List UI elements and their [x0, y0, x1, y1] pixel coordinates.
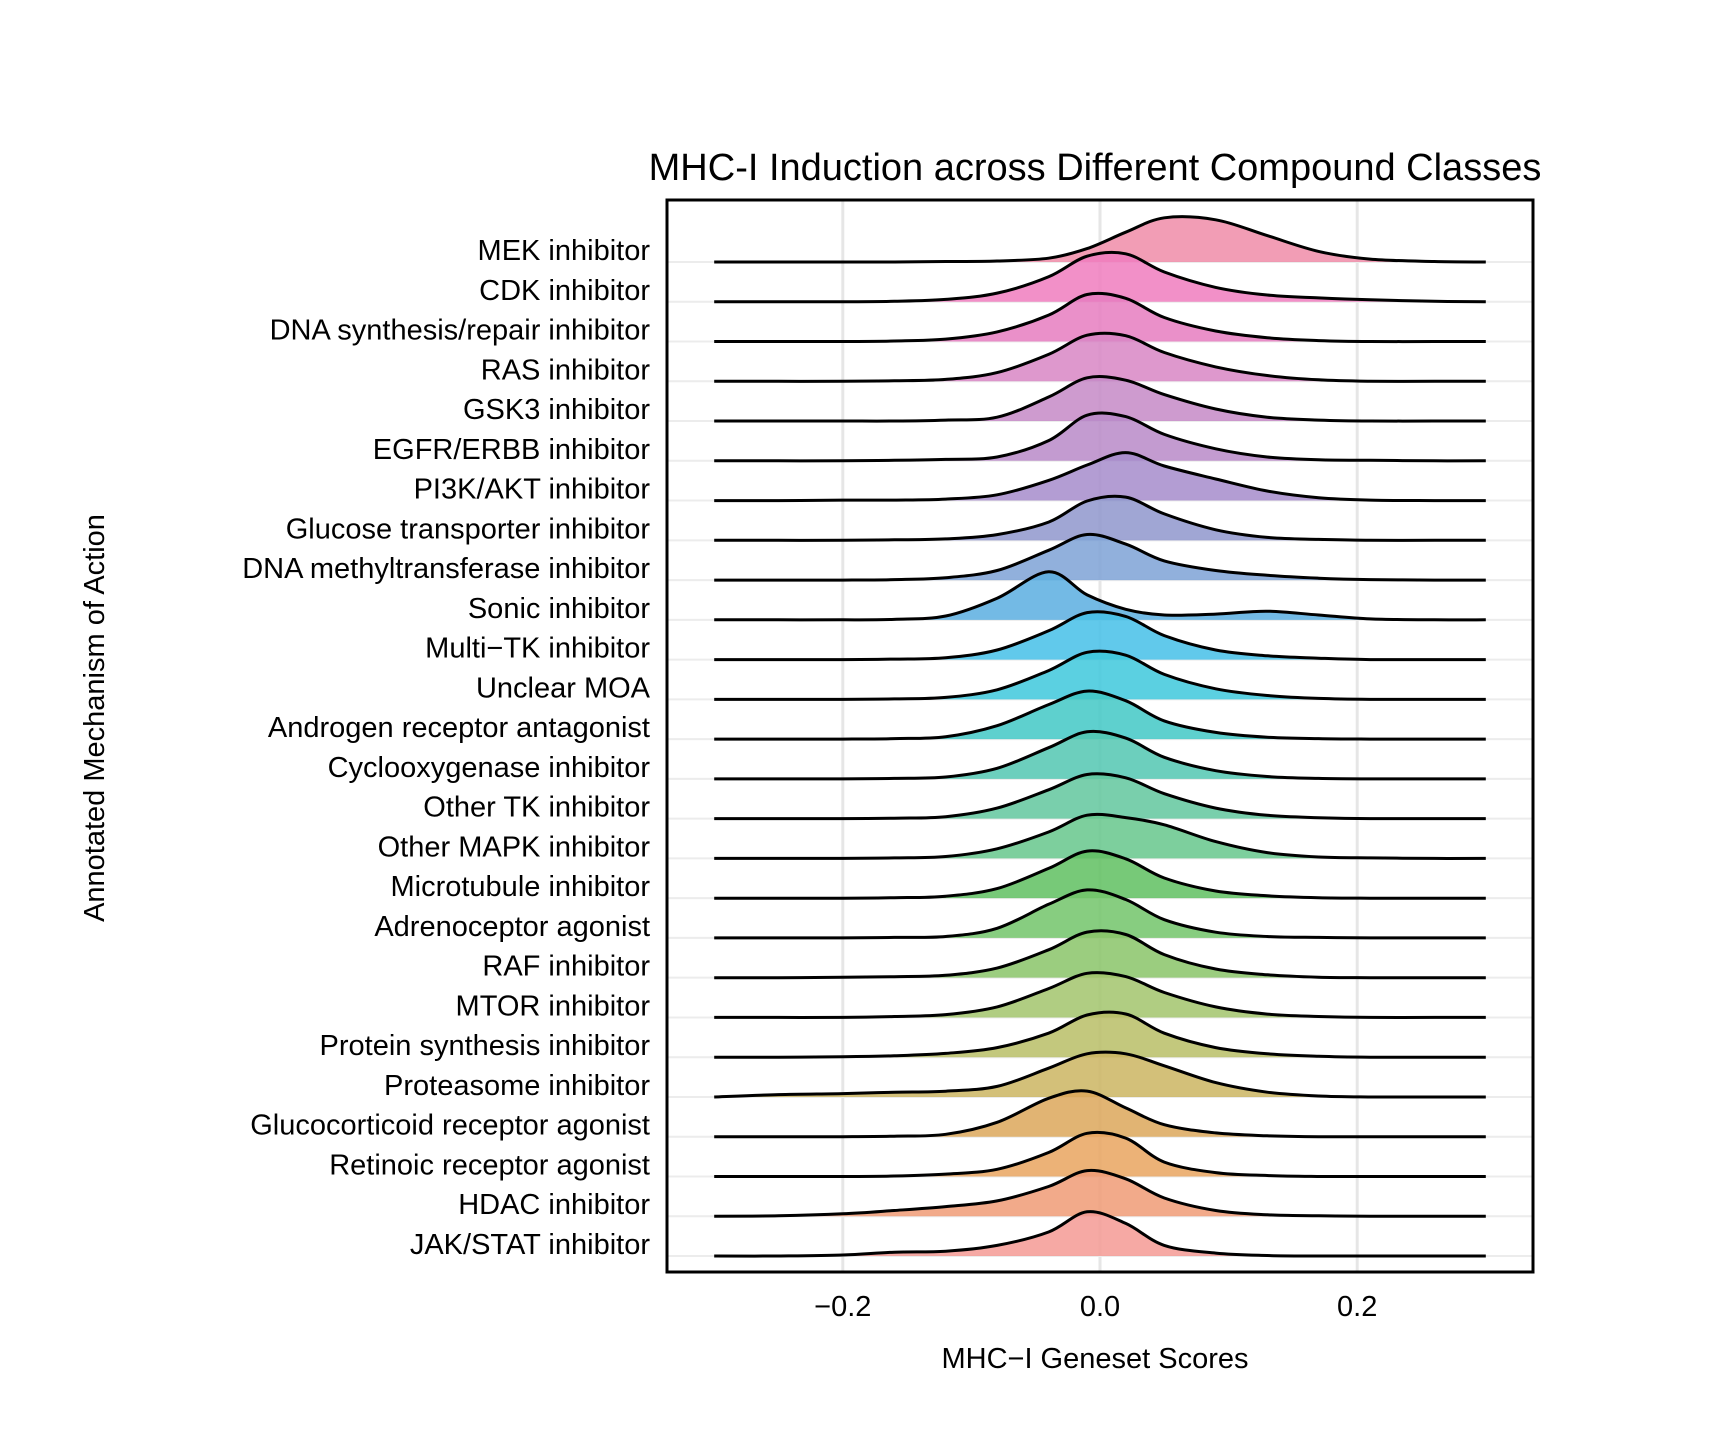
ridge-line-12 — [714, 689, 1486, 741]
ridge-line-17 — [714, 888, 1486, 940]
ridge-fill-12 — [714, 691, 1486, 740]
category-labels: MEK inhibitor CDK inhibitor DNA synthesis/… — [242, 235, 650, 1261]
ridge-line-8 — [714, 532, 1486, 582]
ridge-line-4 — [714, 375, 1486, 423]
category-label: Glucose transporter inhibitor — [286, 513, 651, 545]
ridge-line-3 — [714, 331, 1486, 383]
ridge-fill-14 — [714, 773, 1486, 819]
ridge-line-15 — [714, 812, 1486, 860]
ridge-fill-15 — [714, 814, 1486, 859]
category-label: Glucocorticoid receptor agonist — [250, 1110, 650, 1142]
ridge-fill-8 — [714, 534, 1486, 581]
x-tick-label: 0.0 — [1080, 1291, 1120, 1323]
ridge-line-25 — [714, 1210, 1486, 1258]
ridge-line-20 — [714, 1010, 1486, 1059]
ridge-fill-3 — [714, 333, 1486, 382]
ridge-fill-6 — [714, 452, 1486, 501]
ridge-fill-5 — [714, 413, 1486, 461]
x-tick-labels: −0.2 0.0 0.2 — [814, 1291, 1377, 1323]
ridge-fill-13 — [714, 731, 1486, 779]
category-label: Cyclooxygenase inhibitor — [328, 752, 651, 784]
category-label: PI3K/AKT inhibitor — [414, 474, 651, 506]
ridge-fill-21 — [714, 1052, 1486, 1098]
category-label: RAF inhibitor — [482, 951, 650, 983]
category-label: Androgen receptor antagonist — [268, 712, 650, 744]
ridge-fill-7 — [714, 496, 1486, 541]
x-tick-label: 0.2 — [1337, 1291, 1377, 1323]
ridge-fill-25 — [714, 1211, 1486, 1257]
category-label: Proteasome inhibitor — [384, 1070, 650, 1102]
ridge-fill-11 — [714, 651, 1486, 700]
ridge-line-5 — [714, 411, 1486, 463]
x-axis-title: MHC−I Geneset Scores — [941, 1343, 1248, 1375]
ridge-line-7 — [714, 494, 1486, 542]
category-label: GSK3 inhibitor — [463, 394, 650, 426]
category-label: Other MAPK inhibitor — [378, 831, 651, 863]
ridge-fill-22 — [714, 1090, 1486, 1137]
ridge-line-21 — [714, 1050, 1486, 1099]
category-label: HDAC inhibitor — [458, 1189, 650, 1221]
ridge-line-2 — [714, 291, 1486, 344]
ridge-line-13 — [714, 729, 1486, 781]
y-axis-title: Annotated Mechanism of Action — [79, 514, 111, 922]
category-label: Sonic inhibitor — [468, 593, 650, 625]
chart-title: MHC-I Induction across Different Compoun… — [649, 147, 1542, 189]
category-label: Retinoic receptor agonist — [329, 1149, 650, 1181]
ridge-line-6 — [714, 451, 1486, 503]
ridge-line-24 — [714, 1168, 1486, 1218]
category-label: MTOR inhibitor — [456, 990, 651, 1022]
category-label: Multi−TK inhibitor — [425, 633, 650, 665]
category-label: MEK inhibitor — [478, 235, 651, 267]
panel-border — [665, 198, 1535, 1274]
category-label: DNA methyltransferase inhibitor — [242, 553, 650, 585]
ridge-fill-23 — [714, 1132, 1486, 1177]
x-tick-label: −0.2 — [814, 1291, 871, 1323]
ridge-fill-1 — [714, 252, 1486, 302]
ridge-line-18 — [714, 929, 1486, 980]
ridge-line-23 — [714, 1130, 1486, 1179]
ridge-line-19 — [714, 971, 1486, 1019]
category-label: Protein synthesis inhibitor — [320, 1030, 651, 1062]
category-label: Adrenoceptor agonist — [374, 911, 650, 943]
category-label: EGFR/ERBB inhibitor — [373, 434, 651, 466]
category-label: Other TK inhibitor — [423, 792, 650, 824]
ridge-fill-2 — [714, 293, 1486, 342]
ridge-line-10 — [714, 610, 1486, 662]
ridge-line-14 — [714, 772, 1486, 821]
ridge-fill-0 — [714, 216, 1486, 263]
ridge-fill-16 — [714, 850, 1486, 899]
ridge-fill-20 — [714, 1012, 1486, 1058]
ridge-line-11 — [714, 649, 1486, 701]
ridge-fill-4 — [714, 376, 1486, 422]
ridge-fill-17 — [714, 889, 1486, 938]
ridge-layer — [714, 215, 1486, 1258]
ridge-fill-19 — [714, 972, 1486, 1018]
ridge-line-16 — [714, 849, 1486, 900]
category-label: CDK inhibitor — [479, 275, 650, 307]
ridge-fill-10 — [714, 611, 1486, 660]
ridge-line-9 — [714, 570, 1486, 622]
ridge-line-1 — [714, 250, 1486, 304]
ridge-fill-18 — [714, 930, 1486, 978]
category-label: JAK/STAT inhibitor — [410, 1229, 650, 1261]
category-label: Unclear MOA — [476, 672, 651, 704]
ridge-line-22 — [714, 1089, 1486, 1139]
ridge-fill-24 — [714, 1170, 1486, 1217]
category-label: Microtubule inhibitor — [390, 871, 650, 903]
category-label: DNA synthesis/repair inhibitor — [270, 315, 651, 347]
category-label: RAS inhibitor — [481, 354, 651, 386]
ridge-line-0 — [714, 215, 1486, 264]
